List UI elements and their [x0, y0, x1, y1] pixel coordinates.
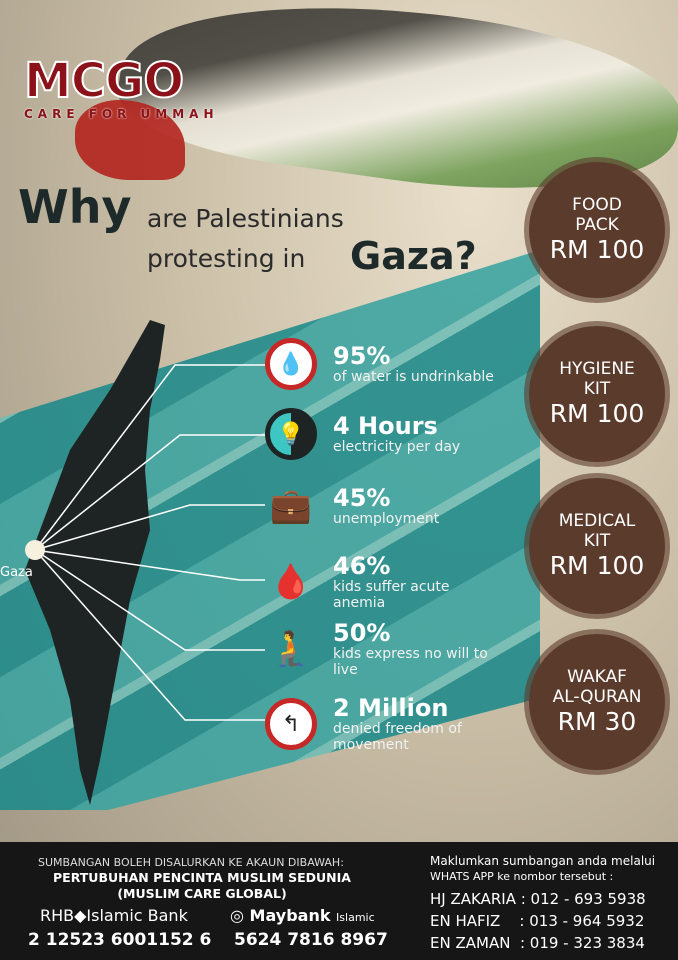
title-line1: are Palestinians [147, 204, 344, 233]
rhb-account: 2 12523 6001152 6 [28, 930, 212, 950]
rhb-bank-label: RHB◆Islamic Bank [40, 906, 188, 925]
stat-anemia: 🩸 46% kids suffer acute anemia [265, 553, 503, 611]
stat-value: 45% [333, 484, 391, 512]
badge-price: RM 30 [557, 707, 637, 736]
stat-label: of water is undrinkable [333, 369, 494, 385]
maybank-account: 5624 7816 8967 [234, 930, 388, 950]
map-gaza-label: Gaza [0, 565, 33, 580]
stat-unemployment: 💼 45% unemployment [265, 480, 439, 532]
badge-hygiene-kit: HYGIENE KIT RM 100 [529, 326, 665, 462]
title-line2: protesting in [147, 244, 306, 273]
footer-org1: PERTUBUHAN PENCINTA MUSLIM SEDUNIA [53, 870, 351, 885]
stat-label: denied freedom of movement [333, 721, 462, 753]
badge-line2: PACK [575, 215, 619, 235]
palestine-map [25, 320, 265, 805]
notify-line1: Maklumkan sumbangan anda melalui [430, 854, 656, 868]
contact-zaman: EN ZAMAN : 019 - 323 3834 [430, 934, 645, 952]
stat-value: 95% [333, 342, 391, 370]
footer: SUMBANGAN BOLEH DISALURKAN KE AKAUN DIBA… [0, 842, 678, 960]
contact-hafiz: EN HAFIZ : 013 - 964 5932 [430, 912, 645, 930]
badge-line2: KIT [583, 379, 611, 399]
stat-label: unemployment [333, 511, 440, 527]
logo-tagline: CARE FOR UMMAH [24, 107, 219, 121]
footer-org2: (MUSLIM CARE GLOBAL) [117, 886, 287, 901]
badge-line1: MEDICAL [558, 511, 636, 531]
stat-movement: ↰ 2 Million denied freedom of movement [265, 695, 503, 753]
contact-zakaria: HJ ZAKARIA : 012 - 693 5938 [430, 890, 646, 908]
stat-value: 46% [333, 552, 391, 580]
stat-label: electricity per day [333, 439, 461, 455]
badge-line2: AL-QURAN [552, 687, 642, 707]
badge-wakaf-quran: WAKAF AL-QURAN RM 30 [529, 634, 665, 770]
stat-value: 50% [333, 619, 391, 647]
badge-line1: FOOD [572, 195, 622, 215]
no-water-icon: 💧 [265, 338, 317, 390]
lightbulb-clock-icon: 💡 [265, 408, 317, 460]
connector-lines [34, 364, 265, 721]
badge-food-pack: FOOD PACK RM 100 [529, 162, 665, 298]
title-why: Why [18, 180, 132, 234]
stat-value: 2 Million [333, 694, 449, 722]
badge-line2: KIT [583, 531, 611, 551]
gaza-dot [25, 540, 45, 560]
maybank-logo-icon: ◎ [230, 906, 250, 925]
badge-price: RM 100 [549, 399, 645, 428]
no-turn-icon: ↰ [265, 698, 317, 750]
badge-line1: WAKAF [567, 667, 627, 687]
badge-price: RM 100 [549, 551, 645, 580]
logo-name: MCGO [23, 53, 185, 109]
stat-electricity: 💡 4 Hours electricity per day [265, 408, 460, 460]
sad-child-icon: 🧎 [269, 629, 313, 669]
maybank-name: Maybank [249, 906, 331, 925]
badge-medical-kit: MEDICAL KIT RM 100 [529, 478, 665, 614]
badge-price: RM 100 [549, 235, 645, 264]
stat-value: 4 Hours [333, 412, 438, 440]
stat-label: kids suffer acute anemia [333, 579, 450, 611]
stat-label: kids express no will to live [333, 646, 488, 678]
briefcase-no-icon: 💼 [269, 486, 313, 526]
mcgo-logo: MCGO CARE FOR UMMAH [23, 53, 219, 121]
stat-water: 💧 95% of water is undrinkable [265, 338, 494, 390]
blood-drop-icon: 🩸 [269, 562, 313, 602]
title-gaza: Gaza? [350, 234, 477, 278]
map-shape [25, 320, 165, 805]
footer-intro: SUMBANGAN BOLEH DISALURKAN KE AKAUN DIBA… [38, 856, 344, 869]
stat-will-to-live: 🧎 50% kids express no will to live [265, 620, 503, 678]
maybank-label: ◎ Maybank Islamic [230, 906, 375, 925]
notify-line2: WHATS APP ke nombor tersebut : [430, 870, 614, 883]
badge-line1: HYGIENE [559, 359, 635, 379]
maybank-suffix: Islamic [336, 911, 375, 924]
